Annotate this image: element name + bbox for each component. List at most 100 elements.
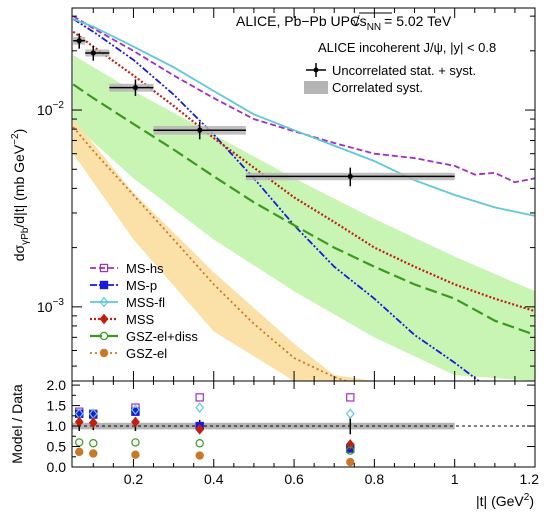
ratio-y-tick-label: 1.5 (47, 398, 67, 414)
curve-mss (72, 30, 535, 313)
collision-title: ALICE, Pb−Pb UPC (236, 13, 360, 29)
y-tick-exponent: −3 (53, 297, 65, 308)
curve-ms-p (72, 18, 480, 381)
data-points (73, 33, 455, 187)
legend-gsz-el-diss: GSZ-el+diss (90, 329, 198, 344)
legend-marker (99, 313, 109, 325)
y-tick-base: 10 (37, 102, 53, 118)
ratio-axis-ticks: 0.0 0.5 1.0 1.5 2.0 0.2 0.4 0.6 0.8 1 1.2 (47, 377, 540, 487)
y-label-sub: γPb (20, 227, 31, 245)
legend-header: ALICE incoherent J/ψ, |y| < 0.8 (318, 40, 496, 55)
ratio-ms-hs (75, 393, 355, 418)
legend-correlated: Correlated syst. (304, 80, 423, 95)
band-gsz-el-diss (73, 55, 535, 381)
energy-sub: NN (367, 22, 381, 33)
data-point-1 (73, 33, 86, 49)
data-marker (76, 38, 82, 44)
ratio-marker (346, 393, 355, 402)
x-axis-label: |t| (GeV2) (476, 492, 534, 509)
ratio-marker (131, 416, 140, 428)
y-axis-label: dσγPb/d|t| (mb GeV−2) (10, 129, 31, 262)
ratio-marker (131, 438, 140, 447)
ratio-y-tick-label: 2.0 (47, 377, 67, 393)
x-tick-label: 0.8 (365, 471, 385, 487)
x-label-main: |t| (GeV (476, 493, 524, 509)
model-legend: MS-hs MS-p MSS-fl MSS GSZ-el+diss GSZ-el (90, 261, 198, 361)
y-tick-label: 10−3 (37, 297, 64, 315)
ratio-marker (75, 438, 84, 447)
legend-uncorrelated: Uncorrelated stat. + syst. (306, 63, 476, 78)
x-label-sup: 2 (524, 492, 530, 503)
legend-label: GSZ-el (126, 346, 167, 361)
ratio-marker (195, 439, 204, 448)
ratio-marker (131, 407, 140, 416)
legend-marker (99, 263, 109, 273)
ratio-mss-fl (74, 402, 355, 420)
ratio-marker (345, 408, 355, 420)
ratio-marker (195, 393, 204, 402)
legend-uncorrelated-label: Uncorrelated stat. + syst. (332, 63, 476, 78)
y-label-tail: /d|t| (mb GeV (11, 144, 27, 227)
ratio-y-label: Model / Data (9, 384, 25, 464)
y-tick-exponent: −2 (53, 100, 65, 111)
ratio-mss (74, 416, 355, 450)
legend-marker (99, 348, 109, 358)
legend-mss-fl: MSS-fl (90, 295, 165, 310)
x-tick-label: 0.4 (204, 471, 224, 487)
curve-gsz-el (72, 126, 347, 381)
ratio-plot-frame (71, 380, 536, 468)
legend-marker (99, 296, 109, 308)
legend-label: MS-p (126, 278, 157, 293)
model-bands (73, 55, 535, 381)
ratio-marker (346, 457, 355, 467)
legend-ms-p: MS-p (90, 278, 157, 293)
ratio-y-tick-label: 0.0 (47, 459, 67, 475)
x-tick-label: 0.2 (124, 471, 144, 487)
ratio-marker (195, 423, 205, 435)
ratio-marker (89, 449, 98, 458)
legend-ms-hs: MS-hs (90, 261, 164, 276)
ratio-gsz-el-diss (75, 438, 355, 455)
data-marker (197, 127, 203, 133)
energy-sqrt: √s (352, 13, 367, 29)
ratio-unity-band (72, 422, 535, 430)
ratio-ms-p (75, 407, 355, 453)
band-gsz-el (73, 119, 375, 381)
x-tick-label: 0.6 (284, 471, 304, 487)
legend-label: MSS-fl (126, 295, 165, 310)
y-label-close: ) (11, 129, 27, 134)
ratio-gsz-el (75, 447, 355, 467)
x-label-close: ) (529, 493, 534, 509)
model-curves (72, 15, 535, 381)
ratio-marker (88, 417, 98, 429)
data-point-3 (109, 79, 154, 96)
legend-label: MSS (126, 312, 155, 327)
ratio-marker (345, 439, 355, 450)
energy-label: √sNN = 5.02 TeV (352, 12, 452, 33)
ratio-points (74, 393, 355, 467)
curve-ms-hs (72, 15, 535, 184)
legend-gsz-el: GSZ-el (90, 346, 167, 361)
legend-label: GSZ-el+diss (126, 329, 198, 344)
data-marker (132, 85, 139, 91)
x-tick-label: 1.2 (520, 471, 540, 487)
legend-marker (99, 331, 109, 341)
data-point-5 (245, 167, 455, 187)
ratio-y-tick-label: 0.5 (47, 439, 67, 455)
data-point-4 (153, 121, 246, 140)
data-marker (90, 50, 96, 56)
legend-mss: MSS (90, 312, 155, 327)
ratio-marker (131, 404, 140, 416)
ratio-marker (75, 409, 84, 418)
ratio-y-tick-label: 1.0 (47, 418, 67, 434)
energy-value: = 5.02 TeV (384, 13, 452, 29)
legend-label: MS-hs (126, 261, 164, 276)
ratio-marker (131, 450, 140, 459)
x-tick-label: 1 (451, 471, 459, 487)
ratio-marker (89, 439, 98, 448)
unity-syst-band (72, 422, 455, 430)
y-tick-base: 10 (37, 299, 53, 315)
ratio-marker (195, 451, 204, 460)
ratio-marker (75, 447, 84, 457)
